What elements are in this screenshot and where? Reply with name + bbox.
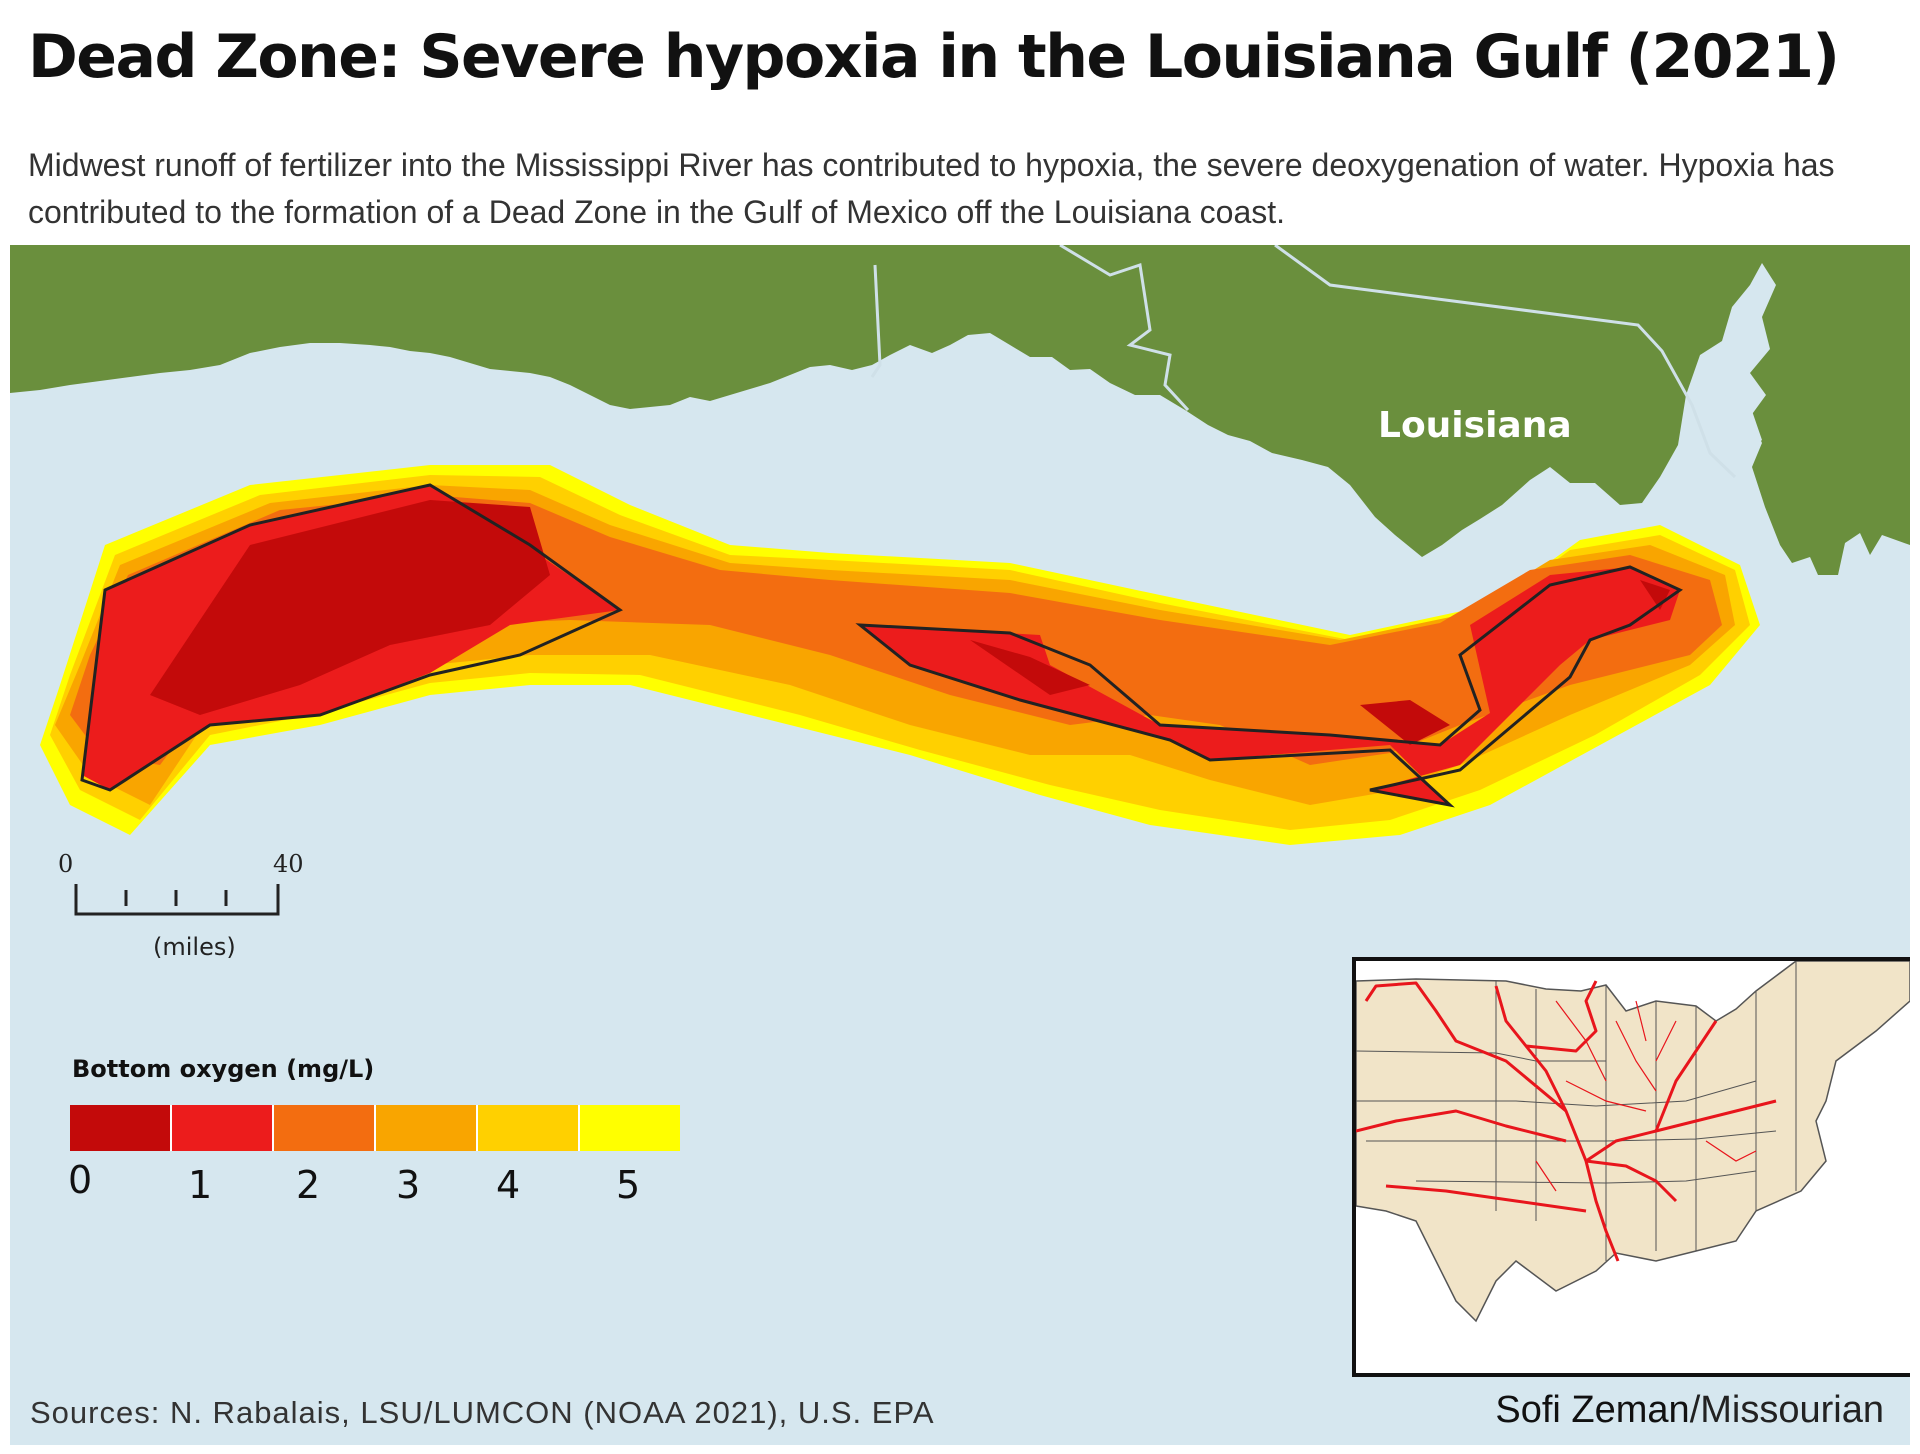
legend-swatch-5-plus	[580, 1105, 680, 1151]
mississippi-river-network	[1356, 980, 1777, 1262]
louisiana-land	[10, 245, 1910, 575]
chart-title: Dead Zone: Severe hypoxia in the Louisia…	[28, 22, 1840, 92]
legend-label-1: 1	[188, 1163, 213, 1207]
legend-swatch-4-5	[478, 1105, 580, 1151]
inset-us-land	[1356, 961, 1910, 1323]
publication-name: /Missourian	[1689, 1389, 1884, 1431]
inland-water	[880, 357, 1762, 455]
mississippi-river-tributaries	[1535, 1000, 1757, 1192]
legend-label-3: 3	[396, 1163, 421, 1207]
legend-swatch-0-1	[70, 1105, 172, 1151]
legend-swatch-3-4	[376, 1105, 478, 1151]
legend-label-5: 5	[616, 1163, 641, 1207]
scale-unit-label: (miles)	[153, 933, 236, 961]
oxygen-0-zone	[150, 500, 1670, 745]
sources-note: Sources: N. Rabalais, LSU/LUMCON (NOAA 2…	[30, 1395, 935, 1430]
hypoxia-zone	[40, 465, 1760, 845]
legend-label-0: 0	[68, 1158, 93, 1202]
map-canvas	[10, 245, 1910, 845]
mississippi-basin-map	[1356, 961, 1910, 1323]
chart-subtitle: Midwest runoff of fertilizer into the Mi…	[28, 147, 1835, 230]
scale-bar: 0 40 (miles)	[48, 850, 304, 970]
legend-swatch-2-3	[274, 1105, 376, 1151]
scale-ruler	[74, 884, 280, 916]
author-name: Sofi Zeman	[1495, 1389, 1690, 1431]
severe-hypoxia-outline	[80, 483, 1684, 808]
scale-min-label: 0	[58, 850, 74, 878]
legend-swatch-1-2	[172, 1105, 274, 1151]
legend-title: Bottom oxygen (mg/L)	[72, 1055, 375, 1083]
parish-boundaries	[870, 245, 1737, 479]
scale-max-label: 40	[273, 850, 304, 878]
state-label-louisiana: Louisiana	[1378, 405, 1572, 446]
legend-label-4: 4	[496, 1163, 521, 1207]
legend-label-2: 2	[296, 1163, 321, 1207]
oxygen-legend: Bottom oxygen (mg/L) 0 1 2 3 4 5	[68, 1055, 710, 1215]
byline: Sofi Zeman/Missourian	[1495, 1389, 1884, 1432]
legend-color-bar	[70, 1105, 680, 1151]
us-inset-map	[1352, 957, 1910, 1377]
inset-state-borders	[1356, 961, 1797, 1261]
gulf-map: Louisiana 0 40 (miles) Bottom oxygen (mg…	[10, 245, 1910, 1445]
